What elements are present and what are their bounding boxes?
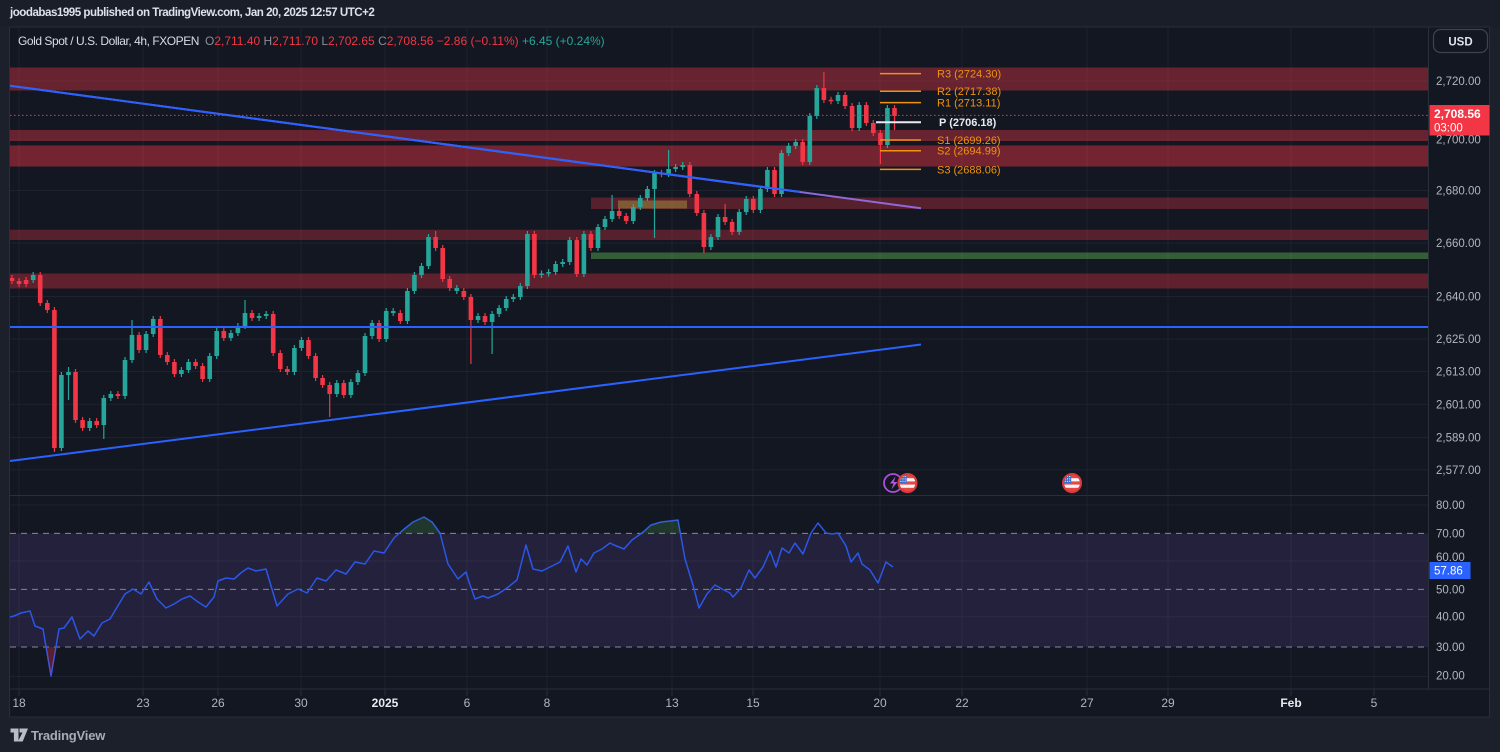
svg-text:S3 (2688.06): S3 (2688.06) xyxy=(937,164,1001,176)
svg-text:70.00: 70.00 xyxy=(1436,528,1465,540)
svg-text:2,660.00: 2,660.00 xyxy=(1436,238,1481,250)
svg-text:40.00: 40.00 xyxy=(1436,612,1465,624)
svg-text:50.00: 50.00 xyxy=(1436,584,1465,596)
svg-text:2,640.00: 2,640.00 xyxy=(1436,292,1481,304)
svg-text:30: 30 xyxy=(294,696,308,710)
svg-text:22: 22 xyxy=(955,696,969,710)
svg-text:26: 26 xyxy=(211,696,225,710)
svg-text:Feb: Feb xyxy=(1280,696,1301,710)
svg-text:03:00: 03:00 xyxy=(1434,123,1463,135)
svg-text:2,613.00: 2,613.00 xyxy=(1436,367,1481,379)
svg-text:R1 (2713.11): R1 (2713.11) xyxy=(937,98,1000,110)
svg-text:29: 29 xyxy=(1161,696,1175,710)
svg-text:S1 (2699.26): S1 (2699.26) xyxy=(937,135,1001,147)
svg-text:2,577.00: 2,577.00 xyxy=(1436,465,1481,477)
svg-text:USD: USD xyxy=(1448,37,1472,49)
svg-text:2,720.00: 2,720.00 xyxy=(1436,76,1481,88)
svg-text:2025: 2025 xyxy=(372,696,399,710)
svg-text:2,680.00: 2,680.00 xyxy=(1436,186,1481,198)
svg-text:57.86: 57.86 xyxy=(1434,566,1463,578)
svg-text:20: 20 xyxy=(873,696,887,710)
svg-text:13: 13 xyxy=(665,696,679,710)
svg-text:18: 18 xyxy=(12,696,26,710)
svg-text:60.00: 60.00 xyxy=(1436,552,1465,564)
svg-text:2,625.00: 2,625.00 xyxy=(1436,334,1481,346)
svg-text:5: 5 xyxy=(1371,696,1378,710)
svg-text:S2 (2694.99): S2 (2694.99) xyxy=(937,146,1001,158)
svg-text:8: 8 xyxy=(544,696,551,710)
svg-text:27: 27 xyxy=(1080,696,1094,710)
svg-text:15: 15 xyxy=(746,696,760,710)
svg-text:30.00: 30.00 xyxy=(1436,642,1465,654)
svg-text:R3 (2724.30): R3 (2724.30) xyxy=(937,69,1001,81)
svg-text:2,708.56: 2,708.56 xyxy=(1434,107,1481,121)
svg-text:R2 (2717.38): R2 (2717.38) xyxy=(937,86,1001,98)
svg-text:20.00: 20.00 xyxy=(1436,670,1465,682)
svg-text:6: 6 xyxy=(464,696,471,710)
svg-text:2,589.00: 2,589.00 xyxy=(1436,433,1481,445)
svg-text:TradingView: TradingView xyxy=(31,728,106,743)
svg-text:P (2706.18): P (2706.18) xyxy=(939,117,997,129)
svg-text:2,700.00: 2,700.00 xyxy=(1436,135,1481,147)
svg-text:2,601.00: 2,601.00 xyxy=(1436,399,1481,411)
svg-text:80.00: 80.00 xyxy=(1436,500,1465,512)
svg-text:23: 23 xyxy=(136,696,150,710)
